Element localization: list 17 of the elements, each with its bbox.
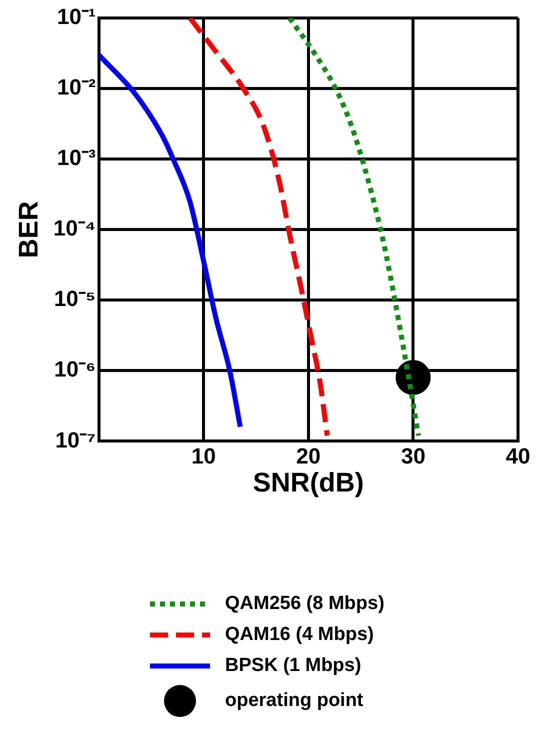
legend-label: QAM256 (8 Mbps) — [225, 593, 384, 614]
y-tick-label: 10⁻⁴ — [53, 216, 96, 241]
y-tick-label: 10⁻² — [56, 74, 96, 100]
x-tick-label: 40 — [506, 443, 530, 468]
x-axis-title: SNR(dB) — [252, 467, 364, 498]
y-axis-title: BER — [14, 201, 44, 258]
legend-label: operating point — [225, 690, 364, 712]
y-tick-label: 10⁻⁶ — [54, 356, 96, 382]
x-tick-label: 20 — [296, 443, 321, 468]
x-tick-label: 10 — [191, 443, 216, 468]
x-tick-label: 30 — [400, 443, 426, 468]
y-tick-label: 10⁻³ — [56, 145, 96, 170]
y-tick-label: 10⁻¹ — [56, 4, 96, 30]
legend-label: QAM16 (4 Mbps) — [225, 624, 374, 646]
y-tick-label: 10⁻⁵ — [54, 286, 96, 312]
y-tick-label: 10⁻⁷ — [55, 427, 96, 452]
legend-label: BPSK (1 Mbps) — [225, 655, 362, 676]
